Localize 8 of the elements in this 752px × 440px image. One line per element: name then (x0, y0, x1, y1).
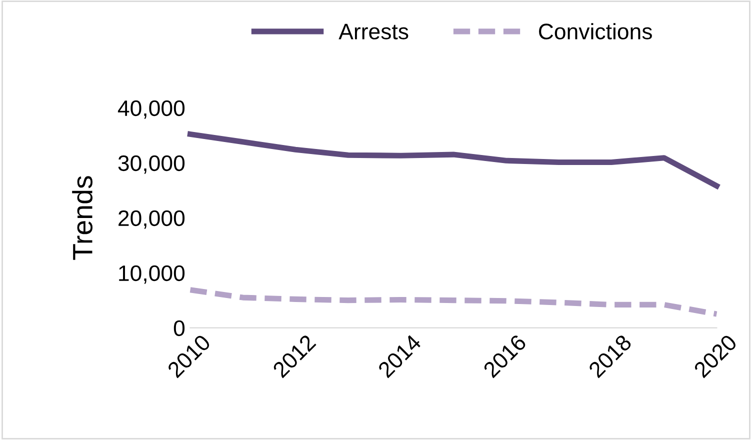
y-axis-title: Trends (72, 176, 92, 260)
y-tick-label: 0 (174, 320, 185, 336)
legend-label: Arrests (338, 24, 408, 40)
y-tick-label: 30,000 (118, 155, 185, 174)
legend-label: Convictions (539, 23, 652, 40)
y-tick-label: 40,000 (118, 100, 185, 119)
y-tick-label: 10,000 (119, 265, 185, 284)
y-tick-label: 20,000 (118, 210, 185, 229)
